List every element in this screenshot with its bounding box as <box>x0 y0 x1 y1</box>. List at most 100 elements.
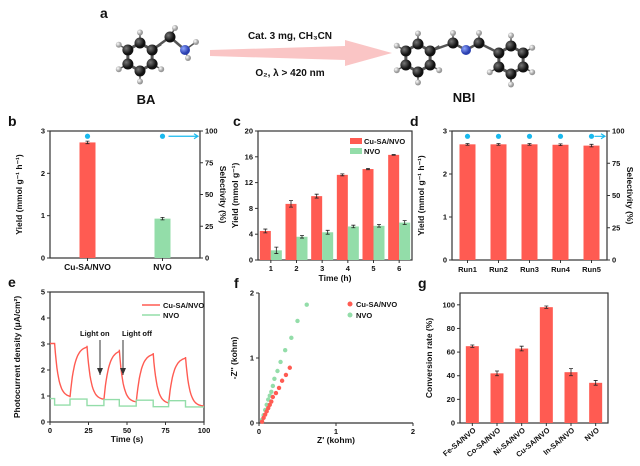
x-axis-label: Time (s) <box>111 434 144 444</box>
y-tick-label: 5 <box>41 288 45 297</box>
y-axis-label: Yield (mmol g⁻¹ h⁻¹) <box>14 154 24 235</box>
selectivity-point <box>526 133 533 139</box>
y-tick-label: 2 <box>41 169 45 178</box>
bar-Cu-SA/NVO-1 <box>259 230 271 260</box>
panel-label-d: d <box>410 113 419 129</box>
x-tick-label: Run1 <box>458 265 477 274</box>
x-tick-label: 6 <box>397 264 401 273</box>
bar-Fe-SA/NVO <box>465 346 479 423</box>
atom <box>172 25 178 31</box>
y2-tick-label: 75 <box>205 158 213 167</box>
selectivity-point <box>588 133 595 139</box>
y-tick-label: 0 <box>443 256 447 265</box>
point-NVO <box>270 383 276 389</box>
chart-panel-e: e 0 1 2 3 4 5 Photocurrent density (μA/cm²) Time… <box>8 274 210 444</box>
x-tick-label: Run4 <box>551 265 571 274</box>
atom <box>424 45 436 57</box>
bar-NVO-5 <box>373 225 385 260</box>
selectivity-point <box>84 133 91 139</box>
atom <box>122 44 134 56</box>
y2-tick-label: 25 <box>205 222 213 231</box>
legend-marker <box>347 301 353 307</box>
y2-axis-label: Selectivity (%) <box>218 166 228 224</box>
bar-NVO <box>154 218 171 258</box>
atom <box>476 30 482 36</box>
bar-In-SA/NVO <box>564 372 578 423</box>
y-tick-label: 8 <box>249 204 253 213</box>
x-tick-label: 1 <box>269 264 273 273</box>
y2-tick-label: 0 <box>205 254 209 263</box>
legend-label: Cu-SA/NVO <box>356 300 397 309</box>
imine-molecule-icon <box>393 30 536 88</box>
atom <box>517 61 529 73</box>
plot-frame <box>459 292 609 424</box>
error-bar <box>589 143 594 148</box>
x-tick-label: Run2 <box>489 265 508 274</box>
annotation-light-off: Light off <box>122 329 152 338</box>
selectivity-point <box>159 133 166 139</box>
atom <box>164 31 176 43</box>
bar-NVO-6 <box>399 222 411 260</box>
y-axis-label: Conversion rate (%) <box>424 318 434 398</box>
atom <box>473 37 485 49</box>
atom <box>134 37 146 49</box>
arrowhead-icon <box>120 368 126 375</box>
atom <box>400 59 412 71</box>
y-tick-label: 2 <box>250 289 254 298</box>
point-Cu-SA/NVO <box>270 394 276 400</box>
x-tick-label: 100 <box>198 426 211 435</box>
benzylamine-molecule-icon <box>115 25 199 85</box>
atom <box>115 41 122 48</box>
right-axis-arrow-icon <box>594 133 607 140</box>
y-axis-label: -Z'' (kohm) <box>229 336 239 379</box>
y-tick-label: 12 <box>245 178 253 187</box>
bar-Run5 <box>583 145 600 260</box>
x-tick-label: Run3 <box>520 265 539 274</box>
legend-label: Cu-SA/NVO <box>364 137 405 146</box>
atom <box>508 81 514 88</box>
y-tick-label: 20 <box>447 395 455 404</box>
condition-bottom: O₂, λ > 420 nm <box>255 68 324 79</box>
y-tick-label: 16 <box>245 152 253 161</box>
x-tick-label: 25 <box>84 426 92 435</box>
panel-label-b: b <box>8 113 17 129</box>
right-axis-arrow-icon <box>168 133 200 140</box>
legend-label: NVO <box>364 147 380 156</box>
bar-Cu-SA/NVO <box>539 307 553 423</box>
atom <box>461 45 471 55</box>
bar-NVO-2 <box>296 236 308 260</box>
chart-panel-f: f 0 1 2 -Z'' (kohm) Z' (kohm) 0 1 2 Cu-SA/NVO NVO <box>229 275 415 445</box>
error-bar <box>300 235 304 239</box>
atom <box>185 55 191 61</box>
x-tick-label: Cu-SA/NVO <box>64 262 111 272</box>
atom <box>505 68 517 80</box>
atom <box>134 65 146 77</box>
y-tick-label: 4 <box>41 314 46 323</box>
product-label: NBI <box>453 90 475 105</box>
x-tick-label: 0 <box>257 427 261 436</box>
x-tick-label: 75 <box>161 426 169 435</box>
y-tick-label: 60 <box>447 348 455 357</box>
y-axis-label: Yield (mmol g⁻¹ h⁻¹) <box>416 155 426 236</box>
error-bar <box>366 168 370 171</box>
x-tick-label: NVO <box>583 426 601 443</box>
x-tick-label: NVO <box>153 262 172 272</box>
reaction-arrow <box>210 40 392 66</box>
plot-frame <box>49 291 205 423</box>
error-bar <box>593 380 598 386</box>
bar-Cu-SA/NVO-3 <box>311 196 323 260</box>
series-line-Cu-SA/NVO <box>50 342 205 407</box>
y2-tick-label: 50 <box>612 191 620 200</box>
error-bar <box>377 224 381 228</box>
y2-tick-label: 75 <box>612 159 620 168</box>
axis-lines <box>258 293 413 424</box>
y-tick-label: 1 <box>443 213 447 222</box>
atom <box>400 45 412 57</box>
point-NVO <box>295 318 300 324</box>
y-tick-label: 3 <box>443 127 447 136</box>
atom <box>412 66 424 78</box>
error-bar <box>465 143 470 146</box>
atom <box>415 79 421 86</box>
bar-Run1 <box>459 144 476 260</box>
